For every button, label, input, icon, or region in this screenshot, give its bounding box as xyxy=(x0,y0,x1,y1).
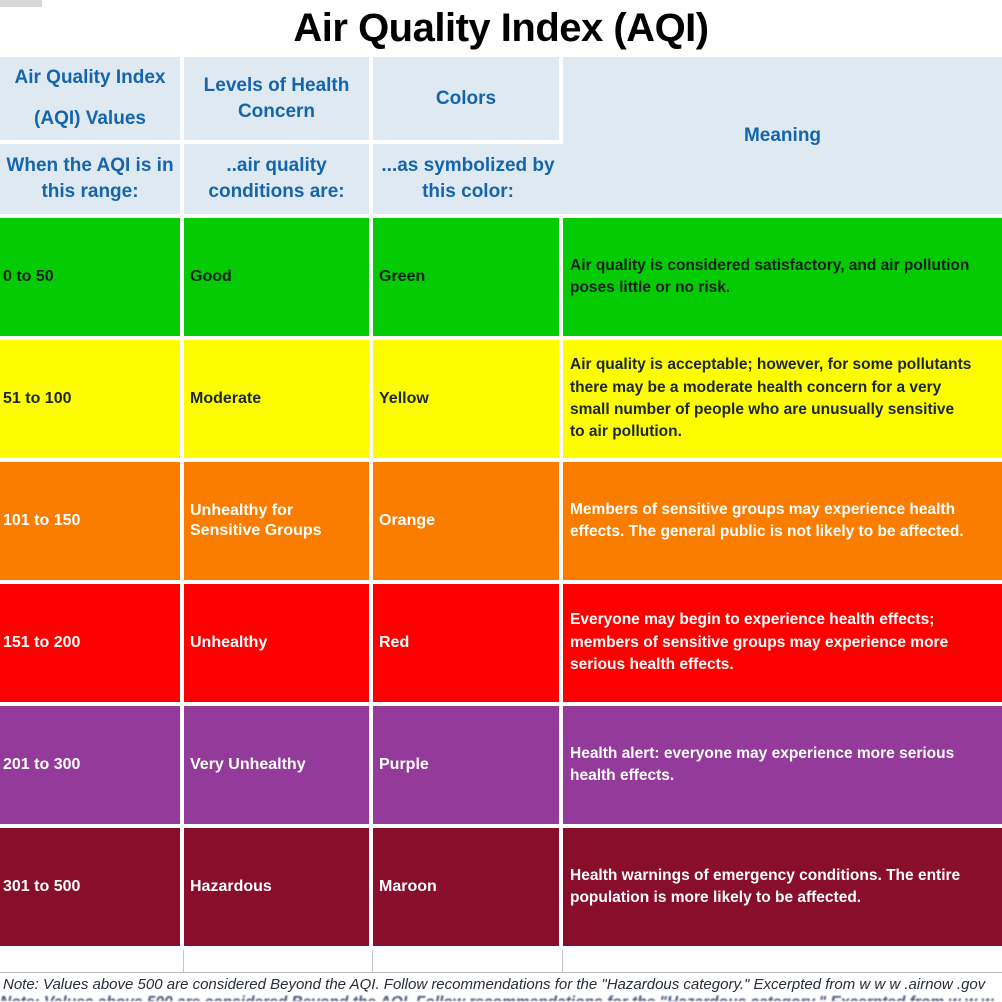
subheader-color: ...as symbolized by this color: xyxy=(373,144,563,218)
aqi-range-cell: 101 to 150 xyxy=(0,462,184,584)
empty-cell xyxy=(563,950,1002,973)
empty-cell xyxy=(373,950,563,973)
meaning-cell: Health warnings of emergency conditions.… xyxy=(563,828,1002,950)
empty-row xyxy=(0,950,1002,973)
meaning-cell: Air quality is acceptable; however, for … xyxy=(563,340,1002,462)
table-row: 101 to 150 Unhealthy for Sensitive Group… xyxy=(0,462,1002,584)
meaning-cell: Members of sensitive groups may experien… xyxy=(563,462,1002,584)
aqi-range-cell: 301 to 500 xyxy=(0,828,184,950)
header-row-main: Air Quality Index (AQI) Values Levels of… xyxy=(0,57,1002,218)
health-level-cell: Unhealthy for Sensitive Groups xyxy=(184,462,373,584)
subheader-range: When the AQI is in this range: xyxy=(0,144,184,218)
table-row: 0 to 50 Good Green Air quality is consid… xyxy=(0,218,1002,340)
empty-cell xyxy=(0,950,184,973)
aqi-range-cell: 151 to 200 xyxy=(0,584,184,706)
color-name-cell: Green xyxy=(373,218,563,340)
table-row: 301 to 500 Hazardous Maroon Health warni… xyxy=(0,828,1002,950)
scan-corner-artifact xyxy=(0,0,42,7)
header-meaning: Meaning xyxy=(563,57,1002,218)
health-level-cell: Very Unhealthy xyxy=(184,706,373,828)
health-level-cell: Hazardous xyxy=(184,828,373,950)
aqi-range-cell: 51 to 100 xyxy=(0,340,184,462)
color-name-cell: Yellow xyxy=(373,340,563,462)
header-colors: Colors xyxy=(373,57,563,144)
health-level-cell: Unhealthy xyxy=(184,584,373,706)
meaning-cell: Everyone may begin to experience health … xyxy=(563,584,1002,706)
subheader-conditions: ..air quality conditions are: xyxy=(184,144,373,218)
aqi-table: Air Quality Index (AQI) Values Levels of… xyxy=(0,57,1002,973)
table-footer-spacer xyxy=(0,950,1002,973)
meaning-cell: Air quality is considered satisfactory, … xyxy=(563,218,1002,340)
color-name-cell: Purple xyxy=(373,706,563,828)
footnote: Note: Values above 500 are considered Be… xyxy=(3,976,986,993)
table-row: 201 to 300 Very Unhealthy Purple Health … xyxy=(0,706,1002,828)
color-name-cell: Red xyxy=(373,584,563,706)
table-row: 151 to 200 Unhealthy Red Everyone may be… xyxy=(0,584,1002,706)
health-level-cell: Moderate xyxy=(184,340,373,462)
table-header: Air Quality Index (AQI) Values Levels of… xyxy=(0,57,1002,218)
header-levels-of-health-concern: Levels of Health Concern xyxy=(184,57,373,144)
aqi-range-cell: 201 to 300 xyxy=(0,706,184,828)
cropped-text-artifact: Note: Values above 500 are considered Be… xyxy=(0,994,1002,1001)
header-aqi-values-line1: Air Quality Index xyxy=(14,67,166,89)
header-row-sub: When the AQI is in this range: ..air qua… xyxy=(0,144,1002,218)
meaning-cell: Health alert: everyone may experience mo… xyxy=(563,706,1002,828)
color-name-cell: Orange xyxy=(373,462,563,584)
aqi-rows: 0 to 50 Good Green Air quality is consid… xyxy=(0,218,1002,950)
aqi-range-cell: 0 to 50 xyxy=(0,218,184,340)
header-aqi-values: Air Quality Index (AQI) Values xyxy=(0,57,184,144)
empty-cell xyxy=(184,950,373,973)
header-aqi-values-line2: (AQI) Values xyxy=(34,108,146,129)
page-title: Air Quality Index (AQI) xyxy=(293,6,709,50)
color-name-cell: Maroon xyxy=(373,828,563,950)
table-row: 51 to 100 Moderate Yellow Air quality is… xyxy=(0,340,1002,462)
health-level-cell: Good xyxy=(184,218,373,340)
